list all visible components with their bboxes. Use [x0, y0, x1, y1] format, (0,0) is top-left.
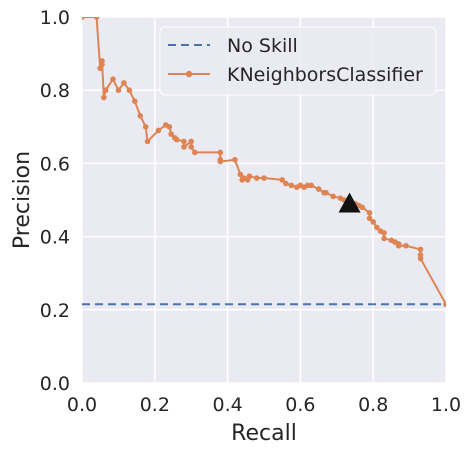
data-point [101, 94, 107, 101]
data-point [181, 144, 187, 150]
data-point [115, 87, 122, 93]
data-point [192, 149, 198, 156]
data-point [232, 156, 238, 163]
x-tick-label: 0.8 [358, 394, 388, 416]
legend-marker-kneighbors [185, 70, 193, 78]
series-layer [82, 17, 446, 308]
data-point [217, 158, 224, 165]
y-tick-label: 0.4 [40, 227, 70, 249]
x-axis-label: Recall [231, 421, 297, 446]
legend-label-no-skill: No Skill [227, 35, 298, 57]
data-point [181, 138, 187, 145]
x-tick-label: 0.0 [67, 394, 97, 416]
data-point [330, 193, 336, 200]
data-point [188, 138, 194, 145]
y-tick-label: 0.0 [40, 373, 70, 395]
data-point [93, 17, 100, 20]
legend-label-kneighbors: KNeighborsClassifier [227, 64, 423, 86]
data-point [283, 180, 289, 187]
data-point [142, 124, 149, 130]
data-point [403, 242, 409, 249]
data-point [217, 149, 224, 156]
y-tick-label: 1.0 [40, 7, 70, 29]
x-tick-label: 0.4 [212, 394, 242, 416]
x-tick-label: 0.2 [140, 394, 170, 416]
data-point [417, 255, 424, 262]
data-point [144, 138, 151, 145]
best-threshold-marker [338, 192, 361, 213]
x-tick-label: 0.6 [285, 394, 315, 416]
data-point [443, 301, 446, 308]
data-point [279, 177, 286, 183]
y-axis-label: Precision [10, 151, 35, 249]
x-tick-label: 1.0 [431, 394, 461, 416]
y-tick-label: 0.8 [40, 80, 70, 102]
data-point [131, 98, 138, 104]
data-point [188, 144, 194, 150]
data-point [359, 204, 366, 211]
data-point [315, 186, 322, 192]
data-point [168, 131, 174, 137]
data-point [166, 124, 173, 130]
data-point [366, 210, 373, 216]
data-point [121, 80, 127, 86]
y-tick-label: 0.6 [40, 153, 70, 175]
data-point [323, 189, 329, 196]
data-point [261, 175, 267, 181]
data-point [246, 173, 253, 180]
data-point [417, 246, 424, 253]
data-point [173, 136, 180, 143]
y-tick-labels: 0.0 0.2 0.4 0.6 0.8 1.0 [40, 7, 70, 395]
data-point [381, 235, 387, 242]
x-tick-labels: 0.0 0.2 0.4 0.6 0.8 1.0 [67, 394, 461, 416]
data-point [253, 175, 260, 181]
annotation-layer [338, 192, 361, 213]
legend-box [159, 26, 437, 96]
data-point [308, 182, 315, 189]
data-point [374, 224, 380, 231]
data-point [366, 215, 373, 222]
data-point [82, 17, 85, 20]
data-point [370, 219, 377, 225]
data-point [126, 87, 133, 93]
legend: No Skill KNeighborsClassifier [159, 26, 437, 96]
data-point [288, 182, 295, 189]
data-point [237, 171, 244, 178]
data-point [155, 127, 162, 134]
data-point [395, 242, 402, 249]
data-point [99, 58, 105, 64]
data-point [102, 87, 109, 93]
data-point [381, 230, 387, 236]
data-point [137, 113, 144, 119]
y-tick-label: 0.2 [40, 300, 70, 322]
data-point [110, 76, 116, 83]
